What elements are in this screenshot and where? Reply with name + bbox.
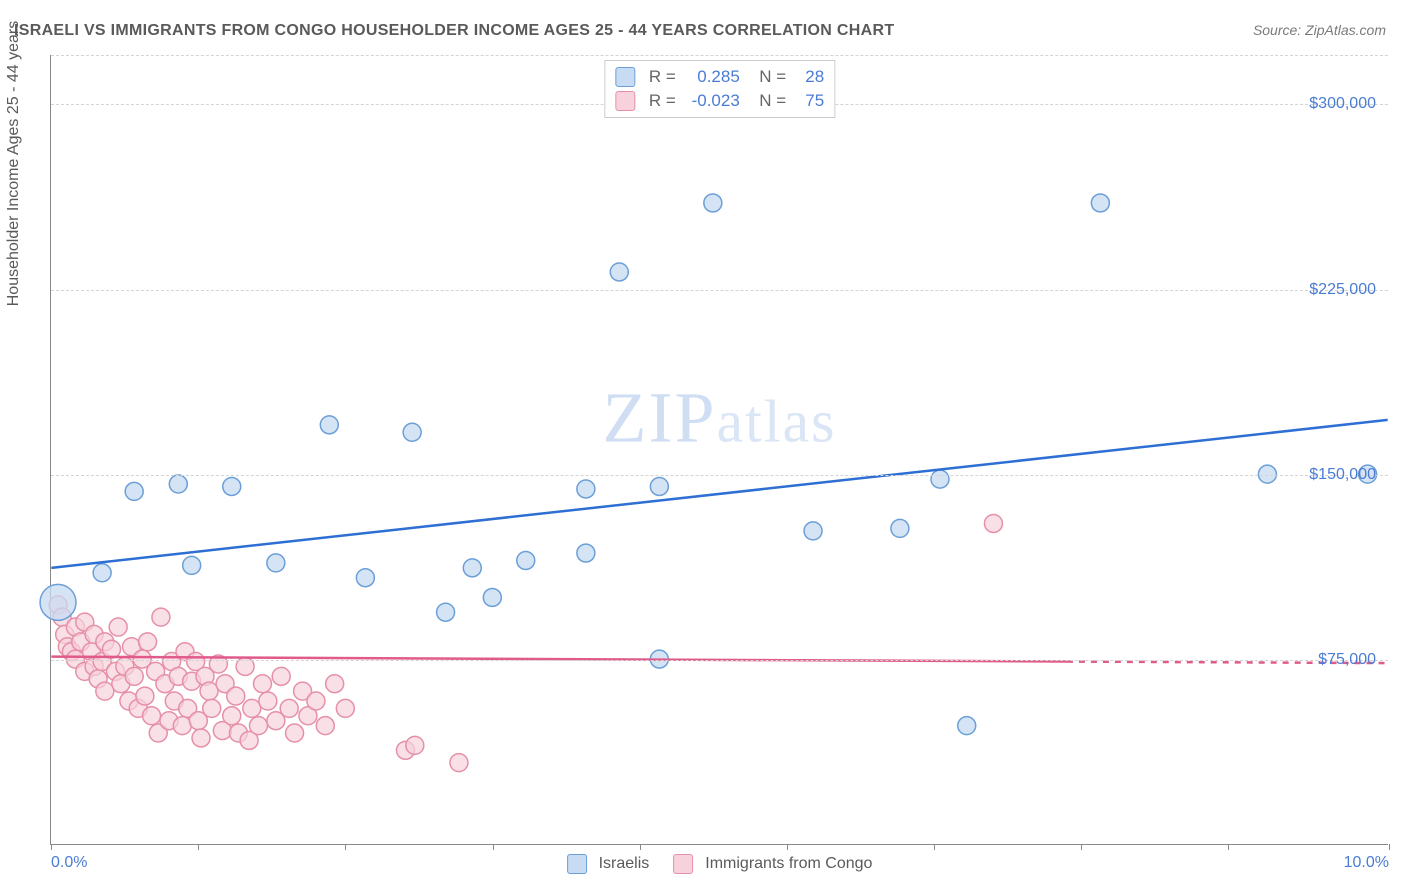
data-point bbox=[650, 477, 668, 495]
x-tick-mark bbox=[345, 844, 346, 850]
x-tick-mark bbox=[493, 844, 494, 850]
data-point bbox=[227, 687, 245, 705]
data-point bbox=[1091, 194, 1109, 212]
trend-line bbox=[51, 420, 1387, 568]
gridline bbox=[51, 660, 1388, 661]
y-tick-label: $225,000 bbox=[1309, 281, 1376, 299]
data-point bbox=[136, 687, 154, 705]
data-point bbox=[958, 717, 976, 735]
data-point bbox=[259, 692, 277, 710]
data-point bbox=[610, 263, 628, 281]
data-point bbox=[249, 717, 267, 735]
r-label: R = bbox=[649, 89, 676, 113]
data-point bbox=[223, 707, 241, 725]
correlation-legend: R = 0.285 N = 28 R = -0.023 N = 75 bbox=[604, 60, 835, 118]
data-point bbox=[463, 559, 481, 577]
data-point bbox=[173, 717, 191, 735]
y-tick-label: $150,000 bbox=[1309, 466, 1376, 484]
data-point bbox=[143, 707, 161, 725]
x-tick-mark bbox=[51, 844, 52, 850]
legend-row-israelis: R = 0.285 N = 28 bbox=[615, 65, 824, 89]
legend-item-congo: Immigrants from Congo bbox=[673, 854, 872, 874]
r-label: R = bbox=[649, 65, 676, 89]
x-tick-mark bbox=[640, 844, 641, 850]
swatch-congo bbox=[615, 91, 635, 111]
data-point bbox=[891, 519, 909, 537]
data-point bbox=[243, 699, 261, 717]
data-point bbox=[316, 717, 334, 735]
data-point bbox=[139, 633, 157, 651]
x-tick-mark bbox=[1389, 844, 1390, 850]
swatch-israelis-icon bbox=[567, 854, 587, 874]
plot-area: ZIPatlas R = 0.285 N = 28 R = -0.023 N =… bbox=[50, 55, 1388, 845]
data-point bbox=[96, 682, 114, 700]
data-point bbox=[267, 554, 285, 572]
data-point bbox=[577, 544, 595, 562]
data-point bbox=[320, 416, 338, 434]
y-tick-label: $300,000 bbox=[1309, 95, 1376, 113]
x-tick-mark bbox=[787, 844, 788, 850]
n-label: N = bbox=[750, 89, 786, 113]
data-point bbox=[183, 556, 201, 574]
data-point bbox=[102, 640, 120, 658]
series-legend: Israelis Immigrants from Congo bbox=[567, 854, 873, 874]
legend-row-congo: R = -0.023 N = 75 bbox=[615, 89, 824, 113]
data-point bbox=[109, 618, 127, 636]
data-point bbox=[200, 682, 218, 700]
data-point bbox=[326, 675, 344, 693]
data-point bbox=[704, 194, 722, 212]
data-point bbox=[40, 584, 76, 620]
data-point bbox=[984, 514, 1002, 532]
data-point bbox=[152, 608, 170, 626]
legend-label-congo: Immigrants from Congo bbox=[705, 855, 872, 873]
data-point bbox=[125, 667, 143, 685]
data-point bbox=[483, 588, 501, 606]
source-label: Source: ZipAtlas.com bbox=[1253, 22, 1386, 38]
data-point bbox=[280, 699, 298, 717]
r-value-israelis: 0.285 bbox=[686, 65, 740, 89]
data-point bbox=[336, 699, 354, 717]
plot-svg bbox=[51, 55, 1388, 844]
data-point bbox=[437, 603, 455, 621]
x-tick-mark bbox=[198, 844, 199, 850]
data-point bbox=[192, 729, 210, 747]
n-label: N = bbox=[750, 65, 786, 89]
legend-item-israelis: Israelis bbox=[567, 854, 650, 874]
data-point bbox=[356, 569, 374, 587]
x-tick-mark bbox=[1228, 844, 1229, 850]
data-point bbox=[125, 482, 143, 500]
data-point bbox=[577, 480, 595, 498]
data-point bbox=[253, 675, 271, 693]
data-point bbox=[450, 754, 468, 772]
swatch-israelis bbox=[615, 67, 635, 87]
x-tick-label: 0.0% bbox=[51, 854, 87, 872]
y-axis-label: Householder Income Ages 25 - 44 years bbox=[5, 21, 23, 307]
gridline bbox=[51, 475, 1388, 476]
data-point bbox=[223, 477, 241, 495]
data-point bbox=[804, 522, 822, 540]
n-value-congo: 75 bbox=[796, 89, 824, 113]
r-value-congo: -0.023 bbox=[686, 89, 740, 113]
data-point bbox=[517, 551, 535, 569]
chart-title: ISRAELI VS IMMIGRANTS FROM CONGO HOUSEHO… bbox=[14, 22, 894, 40]
legend-label-israelis: Israelis bbox=[599, 855, 650, 873]
swatch-congo-icon bbox=[673, 854, 693, 874]
chart-container: ISRAELI VS IMMIGRANTS FROM CONGO HOUSEHO… bbox=[0, 0, 1406, 892]
gridline bbox=[51, 290, 1388, 291]
y-tick-label: $75,000 bbox=[1318, 651, 1376, 669]
data-point bbox=[307, 692, 325, 710]
data-point bbox=[203, 699, 221, 717]
data-point bbox=[286, 724, 304, 742]
data-point bbox=[406, 736, 424, 754]
n-value-israelis: 28 bbox=[796, 65, 824, 89]
x-tick-mark bbox=[934, 844, 935, 850]
data-point bbox=[272, 667, 290, 685]
data-point bbox=[93, 564, 111, 582]
gridline bbox=[51, 55, 1388, 56]
data-point bbox=[169, 475, 187, 493]
data-point bbox=[931, 470, 949, 488]
x-tick-label: 10.0% bbox=[1344, 854, 1389, 872]
data-point bbox=[403, 423, 421, 441]
x-tick-mark bbox=[1081, 844, 1082, 850]
